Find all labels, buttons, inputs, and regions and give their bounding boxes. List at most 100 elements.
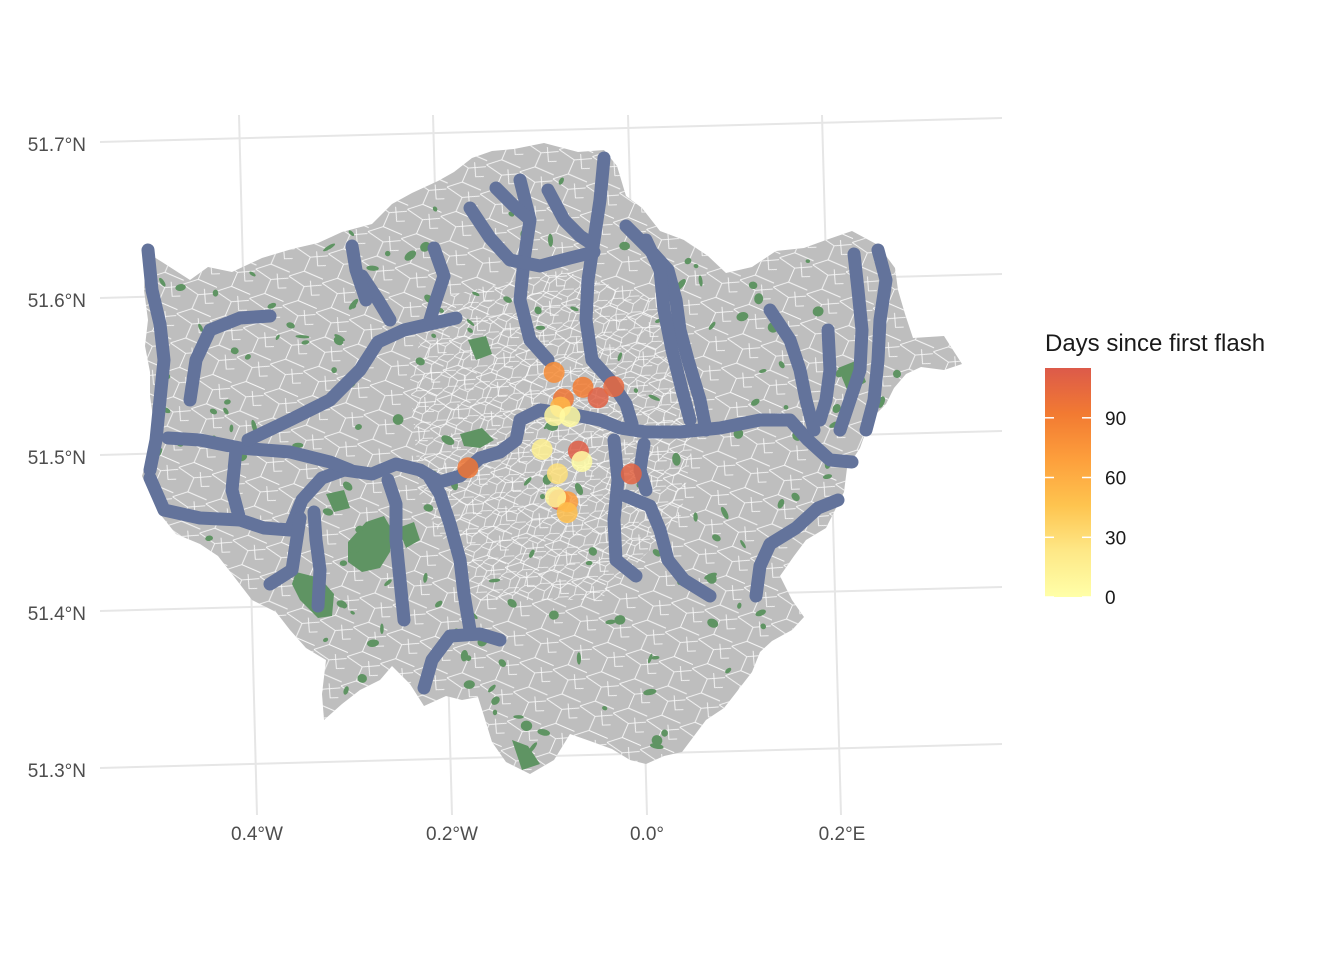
green-space-patch <box>224 399 231 405</box>
river-colne <box>141 243 171 477</box>
green-space-patch <box>736 311 749 322</box>
river-pymmes <box>463 201 601 273</box>
green-space-patch <box>585 560 593 566</box>
green-space-patch <box>558 177 564 185</box>
green-space-patch <box>805 259 810 264</box>
green-space-patch <box>301 340 310 345</box>
green-space-patch <box>432 206 438 212</box>
green-space-patch <box>617 352 623 362</box>
green-space-patch <box>423 504 434 512</box>
green-space-patch <box>205 535 213 542</box>
green-space-patch <box>614 615 626 625</box>
green-space-patch <box>342 481 353 491</box>
green-space-patch <box>336 600 347 608</box>
flash-point <box>531 438 553 460</box>
green-space-patch <box>339 560 348 567</box>
green-space-patch <box>684 257 692 265</box>
gridline-lat-51-7 <box>99 117 1003 143</box>
river-brent <box>241 311 463 447</box>
green-space-patch <box>467 327 473 333</box>
green-space-patch <box>503 296 512 303</box>
green-space-patch <box>574 482 584 496</box>
green-space-patch <box>488 684 496 693</box>
green-space-patch <box>507 598 517 608</box>
green-space-patch <box>755 609 766 617</box>
river-beverley <box>381 473 411 627</box>
green-space-patch <box>737 602 742 609</box>
river-salmons <box>541 183 599 251</box>
flash-point <box>559 406 581 428</box>
green-space-patch <box>651 655 660 660</box>
green-space-patch <box>357 673 367 683</box>
green-space-patch <box>619 241 630 251</box>
green-space-patch <box>605 619 616 625</box>
y-tick-label: 51.5°N <box>28 448 86 469</box>
river-ravensbourne <box>607 433 643 583</box>
green-space-patch <box>392 414 404 425</box>
green-space-patch <box>175 284 186 291</box>
river-darent <box>813 323 837 427</box>
river-yeading <box>225 443 247 527</box>
green-space-patch <box>783 404 789 410</box>
green-space-patch <box>528 742 538 753</box>
green-space-patch <box>380 623 384 635</box>
green-space-patch <box>198 323 204 332</box>
river-roding <box>639 233 697 427</box>
flash-point <box>544 405 566 426</box>
legend-tick-label: 30 <box>1105 528 1126 549</box>
green-space-patch <box>159 277 166 287</box>
green-space-patch <box>835 368 845 378</box>
green-space-hampstead <box>468 336 492 360</box>
green-space-patch <box>323 637 329 643</box>
green-space-patch <box>748 281 758 290</box>
green-space-patch <box>229 424 234 433</box>
green-space-patch <box>652 549 661 557</box>
green-space-patch <box>720 506 729 520</box>
green-space-patch <box>740 540 746 549</box>
green-space-south <box>512 740 540 770</box>
green-space-patch <box>332 495 341 504</box>
legend-title: Days since first flash <box>1045 330 1265 357</box>
y-tick-label: 51.7°N <box>28 135 86 156</box>
green-space-patch <box>576 652 582 665</box>
green-space-patch <box>333 336 344 346</box>
flash-points-layer <box>457 361 642 524</box>
green-space-patch <box>602 706 608 711</box>
river-lea <box>579 151 639 431</box>
green-space-patch <box>348 230 355 237</box>
green-space-patch <box>760 623 767 630</box>
flash-point <box>457 457 479 479</box>
green-space-patch <box>759 369 767 373</box>
green-space-patch <box>230 347 239 355</box>
legend-tick-label: 0 <box>1105 588 1116 609</box>
river-silk <box>423 241 451 327</box>
green-space-patch <box>520 720 533 732</box>
river-hogsmill <box>307 505 327 613</box>
green-space-patch <box>778 361 785 369</box>
green-space-patch <box>212 289 219 297</box>
green-space-patch <box>385 250 391 257</box>
green-space-patch <box>547 233 554 247</box>
green-space-patch <box>367 639 379 647</box>
green-space-patch <box>267 302 277 309</box>
green-space-patch <box>712 534 721 542</box>
green-space-patch <box>348 546 360 554</box>
river-mole <box>263 511 307 591</box>
green-space-patch <box>244 354 251 360</box>
green-space-patch <box>777 498 785 509</box>
flash-point <box>571 451 593 472</box>
flash-point <box>545 486 567 508</box>
green-space-patch <box>537 728 550 736</box>
river-moselle <box>489 181 535 225</box>
y-tick-label: 51.3°N <box>28 761 86 782</box>
green-space-patch <box>570 306 579 312</box>
green-space-patch <box>350 610 355 615</box>
green-space-patch <box>249 271 256 277</box>
green-space-patch <box>633 388 639 393</box>
green-space-patch <box>708 321 716 330</box>
green-space-patch <box>466 319 475 326</box>
green-space-patch <box>822 474 833 480</box>
green-space-patch <box>355 525 364 533</box>
green-space-patch <box>343 686 349 695</box>
